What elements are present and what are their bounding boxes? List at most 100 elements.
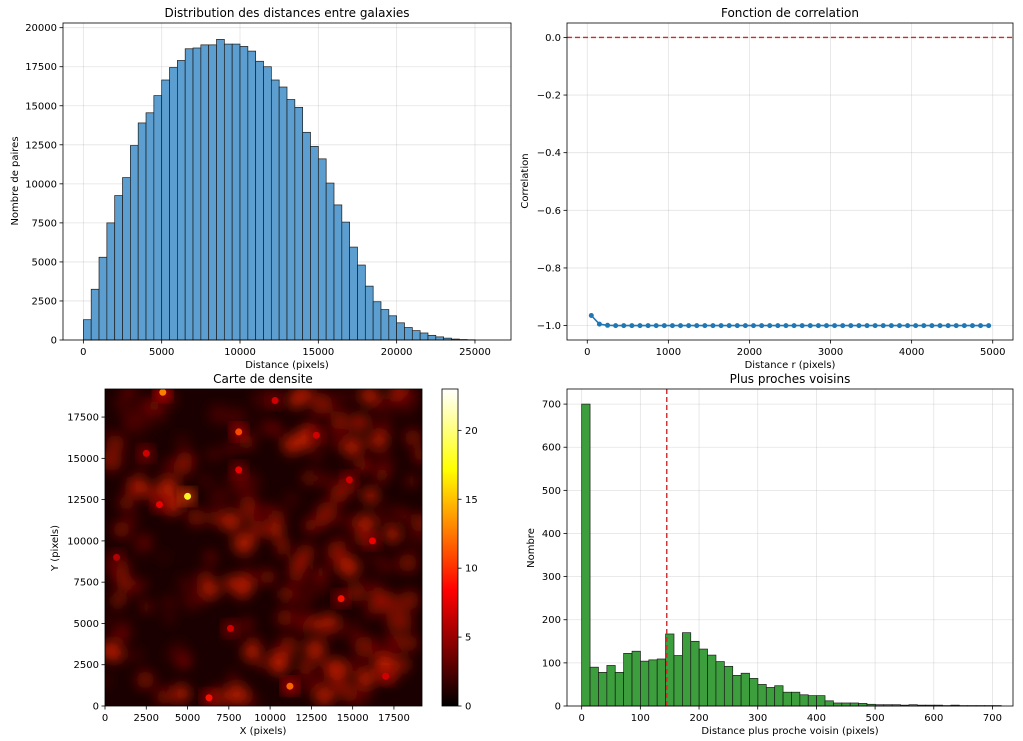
density-texture-blob <box>321 472 334 486</box>
x-tick-label: 100 <box>631 713 650 724</box>
density-texture-blob <box>163 612 175 624</box>
density-texture-blob <box>388 503 397 512</box>
correlation-point <box>905 323 911 329</box>
density-texture-blob <box>352 414 368 430</box>
density-texture-blob <box>409 532 422 548</box>
x-tick-label: 5000 <box>175 713 200 724</box>
density-hotspot <box>159 389 167 396</box>
density-texture-blob <box>232 484 241 493</box>
density-texture-blob <box>284 493 298 507</box>
density-texture-blob <box>371 638 388 655</box>
neighbor-bar <box>631 650 641 707</box>
density-texture-blob <box>223 576 237 590</box>
density-texture-blob <box>278 636 299 657</box>
neighbor-bar <box>648 659 658 707</box>
y-tick-label: 12500 <box>25 140 57 151</box>
density-texture-blob <box>136 579 146 590</box>
density-texture-blob <box>359 389 379 405</box>
distance-bar <box>333 204 343 341</box>
correlation-point <box>872 323 878 329</box>
density-texture-blob <box>176 435 189 448</box>
y-tick-label: 600 <box>542 443 561 454</box>
density-texture-blob <box>303 518 317 533</box>
density-texture-blob <box>173 457 192 477</box>
correlation-point <box>848 323 854 329</box>
density-texture-blob <box>322 616 333 627</box>
neighbor-bar <box>833 702 843 707</box>
density-texture-blob <box>118 494 134 511</box>
density-texture-blob <box>286 581 301 596</box>
distance-bar <box>404 327 413 341</box>
y-tick-label: 2500 <box>74 660 99 671</box>
density-texture-blob <box>346 582 366 603</box>
density-texture-blob <box>164 495 183 513</box>
x-tick-label: 4000 <box>899 347 924 358</box>
correlation-point <box>986 323 992 329</box>
correlation-point <box>921 323 927 329</box>
density-texture-blob <box>370 432 388 450</box>
density-hotspot <box>184 492 192 500</box>
y-tick-label: −0.4 <box>537 148 561 159</box>
correlation-point <box>937 323 943 329</box>
distance-bar <box>286 99 296 341</box>
correlation-point <box>791 323 797 329</box>
density-texture-blob <box>314 656 327 669</box>
distance-bar <box>349 246 358 341</box>
y-tick-label: 15000 <box>25 101 57 112</box>
density-hotspot <box>205 694 213 702</box>
density-texture-blob <box>398 553 418 573</box>
y-tick-label: 300 <box>542 572 561 583</box>
density-texture-blob <box>316 501 338 523</box>
density-texture-blob <box>276 609 294 627</box>
neighbor-bar <box>707 654 717 707</box>
x-tick-label: 5000 <box>980 347 1005 358</box>
distance-bar <box>302 131 311 341</box>
density-hotspot <box>271 397 279 405</box>
correlation-point <box>961 323 967 329</box>
density-texture-blob <box>374 467 390 482</box>
colorbar <box>441 388 459 707</box>
chart-distances-xlabel: Distance (pixels) <box>245 360 329 371</box>
density-texture-blob <box>296 671 318 692</box>
correlation-point <box>913 323 919 329</box>
density-texture-blob <box>105 449 123 472</box>
neighbor-bar <box>849 702 859 707</box>
correlation-point <box>888 323 894 329</box>
density-texture-blob <box>113 619 132 637</box>
density-hotspot <box>368 537 376 545</box>
correlation-point <box>742 323 748 329</box>
correlation-point <box>637 323 643 329</box>
density-texture-blob <box>105 615 111 627</box>
density-texture-blob <box>385 611 406 631</box>
density-texture-blob <box>207 510 223 526</box>
neighbor-bar <box>824 700 834 707</box>
density-texture-blob <box>202 581 220 599</box>
x-tick-label: 25000 <box>459 347 491 358</box>
density-texture-blob <box>121 585 132 596</box>
density-texture-blob <box>141 536 150 545</box>
y-tick-label: 0 <box>51 336 57 347</box>
density-texture-blob <box>240 619 253 631</box>
distance-bar <box>176 60 186 341</box>
density-texture-blob <box>378 559 393 574</box>
neighbor-bar <box>589 666 599 707</box>
y-tick-label: −0.2 <box>537 91 561 102</box>
y-tick-label: 15000 <box>67 454 99 465</box>
density-texture-blob <box>130 649 143 662</box>
distance-bar <box>145 112 155 341</box>
density-texture-blob <box>161 595 177 611</box>
distance-bar <box>122 177 131 341</box>
x-tick-label: 300 <box>748 713 767 724</box>
density-texture-blob <box>310 617 324 631</box>
density-texture-blob <box>239 495 257 513</box>
neighbor-bar <box>656 658 666 707</box>
correlation-point <box>653 323 659 329</box>
distance-bar <box>239 46 249 341</box>
neighbor-bar <box>816 695 826 707</box>
density-texture-blob <box>199 474 213 488</box>
density-texture-blob <box>397 509 409 521</box>
distance-bar <box>278 86 288 341</box>
distance-bar <box>364 285 374 341</box>
correlation-point <box>734 323 740 329</box>
density-texture-blob <box>218 484 227 494</box>
